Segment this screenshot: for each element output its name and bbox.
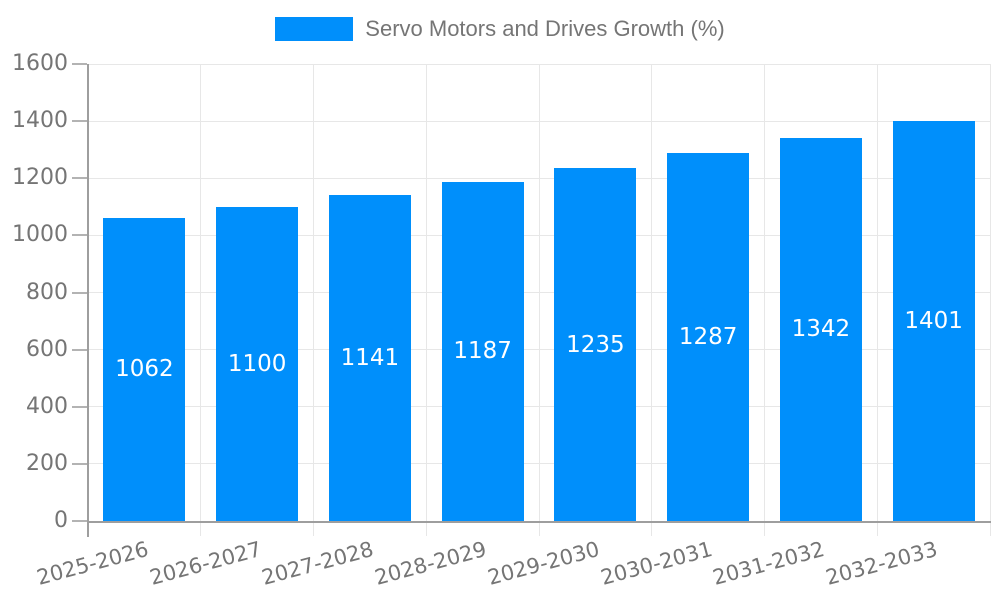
x-axis-tick: [651, 523, 653, 536]
y-tick-label: 0: [54, 508, 68, 533]
v-gridline: [538, 64, 540, 521]
y-tick-label: 1000: [12, 222, 68, 248]
x-tick-label: 2027-2028: [259, 536, 377, 590]
bar-value-label: 1062: [115, 356, 174, 383]
y-tick-label: 200: [26, 450, 68, 476]
y-tick-label: 1600: [12, 51, 68, 76]
v-gridline: [876, 64, 878, 521]
y-axis-tick: [72, 120, 87, 123]
bar-value-label: 1401: [904, 307, 963, 334]
bar[interactable]: [892, 120, 975, 521]
y-tick-label: 600: [26, 336, 68, 362]
bar[interactable]: [554, 168, 637, 521]
bar[interactable]: [216, 206, 299, 521]
y-axis-tick: [72, 520, 87, 522]
v-gridline: [425, 64, 427, 521]
x-axis-tick: [989, 523, 991, 536]
y-axis-tick: [72, 234, 87, 237]
x-axis-tick: [200, 523, 202, 536]
bar[interactable]: [667, 153, 750, 521]
bar-value-label: 1141: [340, 345, 400, 372]
y-axis-tick: [72, 462, 87, 465]
x-axis-tick: [425, 523, 427, 536]
y-axis-tick: [72, 177, 87, 180]
legend-item[interactable]: Servo Motors and Drives Growth (%): [0, 16, 1000, 42]
x-axis-tick: [876, 523, 878, 536]
legend-swatch: [275, 17, 354, 41]
y-axis-tick: [72, 348, 87, 351]
x-tick-label: 2032-2033: [823, 536, 941, 590]
y-tick-label: 1200: [12, 165, 68, 191]
x-axis-tick: [313, 523, 314, 536]
v-gridline: [200, 64, 202, 521]
bar-value-label: 1287: [678, 324, 738, 351]
x-axis-line: [87, 521, 991, 523]
y-axis-tick: [72, 63, 87, 65]
bar[interactable]: [328, 195, 411, 521]
x-tick-label: 2030-2031: [597, 536, 715, 590]
x-axis-tick: [538, 523, 540, 536]
bar[interactable]: [779, 137, 862, 521]
bar-value-label: 1187: [453, 338, 512, 365]
y-axis-tick: [72, 291, 87, 294]
bar-value-label: 1342: [791, 316, 851, 343]
y-axis-line: [87, 64, 89, 537]
v-gridline: [313, 64, 314, 521]
y-axis-tick: [72, 405, 87, 408]
v-gridline: [989, 64, 991, 521]
y-tick-label: 1400: [12, 108, 68, 134]
bar-value-label: 1100: [227, 350, 287, 377]
v-gridline: [764, 64, 765, 521]
x-tick-label: 2025-2026: [34, 536, 151, 590]
x-tick-label: 2026-2027: [146, 536, 264, 590]
bar[interactable]: [441, 181, 524, 521]
x-axis-tick: [764, 523, 765, 536]
v-gridline: [651, 64, 653, 521]
y-tick-label: 400: [26, 393, 68, 419]
x-tick-label: 2031-2032: [710, 536, 828, 590]
bar[interactable]: [103, 217, 186, 521]
legend-label: Servo Motors and Drives Growth (%): [365, 16, 725, 41]
bar-value-label: 1235: [566, 331, 625, 358]
y-tick-label: 800: [26, 279, 68, 305]
x-tick-label: 2028-2029: [372, 536, 490, 590]
x-tick-label: 2029-2030: [485, 536, 602, 590]
